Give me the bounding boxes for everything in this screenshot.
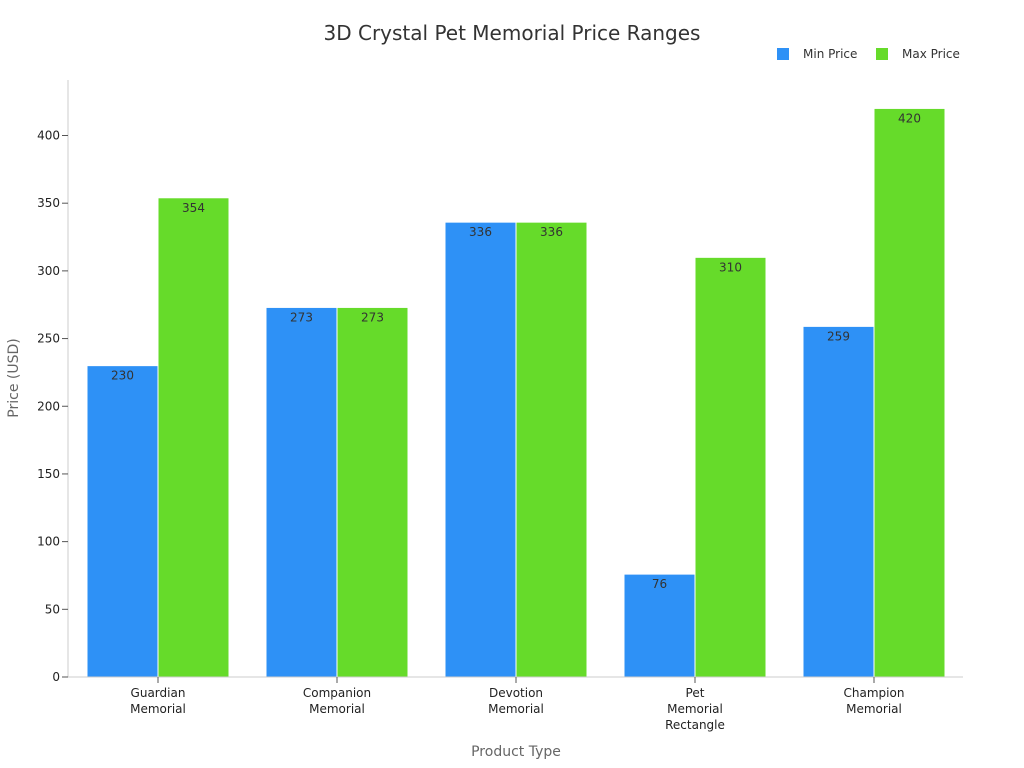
- bar-min-price: [802, 325, 875, 678]
- data-label-min-price: 230: [111, 369, 134, 383]
- legend: Min Price Max Price: [777, 47, 960, 61]
- y-tick-label: 300: [37, 264, 60, 278]
- data-label-max-price: 354: [182, 201, 205, 215]
- chart-title: 3D Crystal Pet Memorial Price Ranges: [324, 21, 701, 45]
- legend-swatch-min-price: [777, 48, 789, 60]
- y-tick-label: 0: [52, 670, 60, 684]
- data-label-min-price: 336: [469, 225, 492, 239]
- x-tick-label: Devotion Memorial: [488, 686, 544, 716]
- x-axis: Guardian Memorial Companion Memorial Devotio…: [68, 676, 963, 732]
- legend-label-max-price: Max Price: [902, 47, 960, 61]
- x-tick-label: Pet Memorial Rectangle: [665, 686, 725, 732]
- bar-min-price: [444, 221, 517, 678]
- x-tick-label: Companion Memorial: [303, 686, 371, 716]
- bar-max-price: [694, 256, 767, 678]
- data-label-min-price: 273: [290, 310, 313, 324]
- data-label-max-price: 420: [898, 111, 921, 125]
- y-tick-label: 250: [37, 332, 60, 346]
- data-label-max-price: 273: [361, 310, 384, 324]
- data-labels: 230 273 336 76 259 354 273 336 310 420: [111, 111, 921, 591]
- bar-max-price: [873, 107, 946, 678]
- bar-min-price: [86, 365, 159, 678]
- bar-max-price: [515, 221, 588, 678]
- y-axis: 0 50 100 150 200 250 300 350 400: [37, 80, 69, 684]
- x-tick-label: Guardian Memorial: [130, 686, 186, 716]
- y-axis-title: Price (USD): [6, 338, 22, 417]
- data-label-min-price: 76: [652, 577, 667, 591]
- data-label-max-price: 310: [719, 260, 742, 274]
- legend-swatch-max-price: [876, 48, 888, 60]
- bar-max-price: [157, 197, 230, 678]
- bars: [86, 107, 946, 678]
- y-tick-label: 350: [37, 196, 60, 210]
- y-tick-label: 400: [37, 129, 60, 143]
- x-tick-label: Champion Memorial: [844, 686, 905, 716]
- data-label-min-price: 259: [827, 329, 850, 343]
- y-tick-label: 100: [37, 535, 60, 549]
- legend-label-min-price: Min Price: [803, 47, 857, 61]
- data-label-max-price: 336: [540, 225, 563, 239]
- y-tick-label: 200: [37, 399, 60, 413]
- y-tick-label: 50: [45, 602, 60, 616]
- x-axis-title: Product Type: [471, 744, 561, 760]
- bar-max-price: [336, 306, 409, 678]
- y-tick-label: 150: [37, 467, 60, 481]
- bar-min-price: [265, 306, 338, 678]
